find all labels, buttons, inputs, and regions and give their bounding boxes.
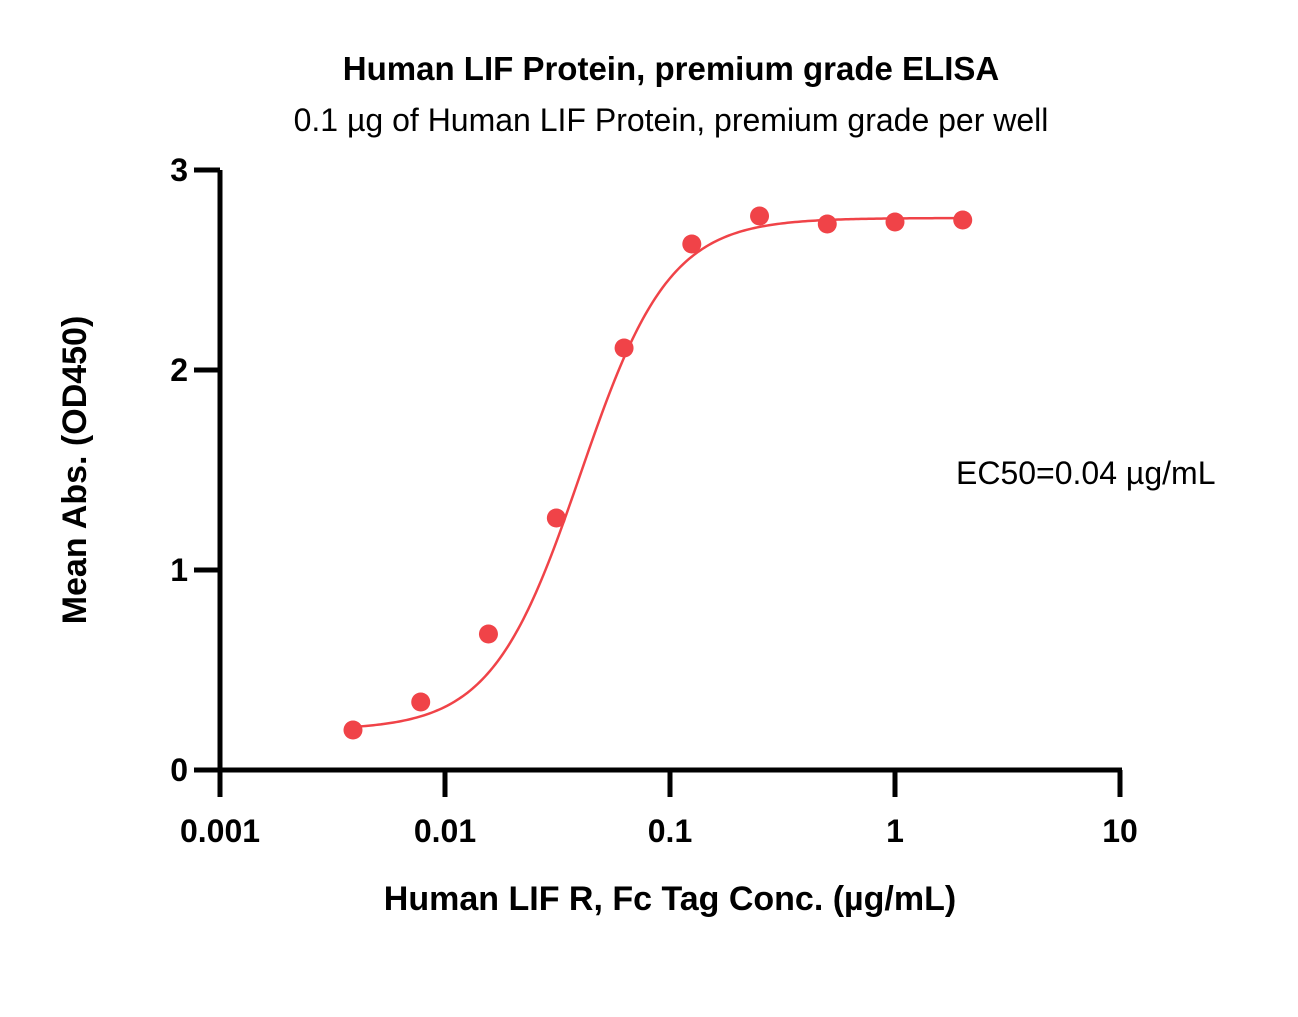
data-point: [885, 212, 905, 232]
fit-curve: [352, 216, 963, 729]
data-point: [682, 234, 702, 254]
data-point: [411, 692, 431, 712]
y-axis-title: Mean Abs. (OD450): [56, 316, 94, 625]
data-point: [343, 720, 363, 740]
data-point: [817, 214, 837, 234]
x-tick-label: 0.1: [648, 813, 692, 849]
x-tick-label: 0.01: [414, 813, 476, 849]
y-ticks: 0 1 2 3: [170, 152, 220, 788]
y-tick-label: 2: [170, 352, 188, 388]
x-tick-label: 10: [1102, 813, 1138, 849]
x-tick-label: 0.001: [180, 813, 260, 849]
x-axis-title: Human LIF R, Fc Tag Conc. (µg/mL): [384, 880, 956, 918]
data-point: [478, 624, 498, 644]
data-point: [750, 206, 770, 226]
data-points: [343, 206, 973, 740]
data-point: [546, 508, 566, 528]
chart-subtitle: 0.1 µg of Human LIF Protein, premium gra…: [294, 102, 1049, 138]
x-tick-label: 1: [886, 813, 904, 849]
y-tick-label: 0: [170, 752, 188, 788]
y-tick-label: 1: [170, 552, 188, 588]
chart-title: Human LIF Protein, premium grade ELISA: [343, 50, 999, 87]
data-point: [953, 210, 973, 230]
y-tick-label: 3: [170, 152, 188, 188]
data-point: [614, 338, 634, 358]
x-ticks: 0.001 0.01 0.1 1 10: [180, 770, 1138, 849]
ec50-annotation: EC50=0.04 µg/mL: [956, 455, 1215, 491]
